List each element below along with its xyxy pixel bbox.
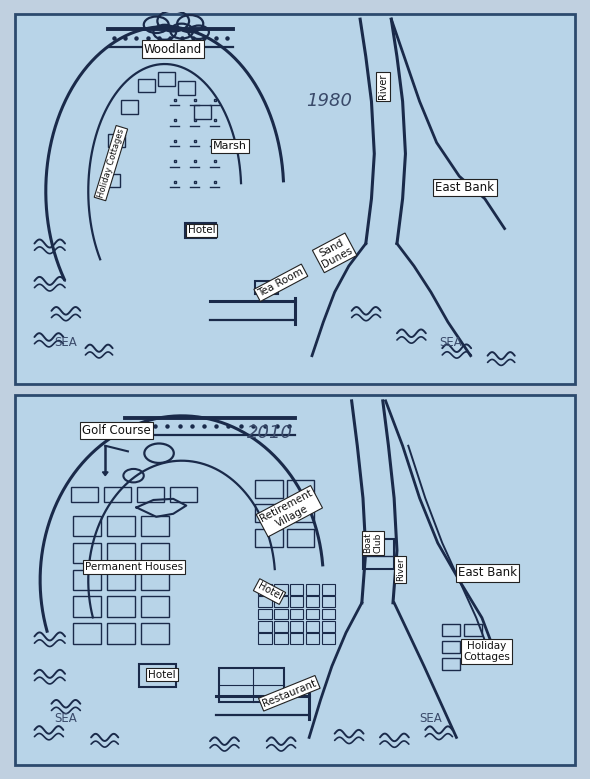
Bar [306, 584, 319, 594]
Bar [258, 597, 272, 607]
Bar [258, 633, 272, 644]
Bar [141, 516, 169, 536]
Text: Holiday
Cottages: Holiday Cottages [463, 640, 510, 662]
Bar [306, 621, 319, 632]
Bar [464, 641, 482, 654]
Bar [218, 668, 284, 702]
Text: SEA: SEA [440, 336, 462, 349]
Text: Sand
Dunes: Sand Dunes [315, 235, 355, 270]
Bar [107, 569, 135, 590]
Text: Tea Room: Tea Room [257, 266, 305, 299]
Polygon shape [103, 472, 108, 476]
Bar [158, 72, 175, 86]
Bar [141, 597, 169, 617]
Bar [194, 105, 211, 118]
Bar [255, 480, 283, 498]
Bar [185, 223, 216, 238]
Bar [103, 174, 120, 187]
Bar [141, 569, 169, 590]
Text: Holiday Cottages: Holiday Cottages [96, 128, 126, 199]
Bar [290, 621, 303, 632]
Text: Woodland: Woodland [144, 43, 202, 55]
Bar [73, 569, 101, 590]
Bar [306, 633, 319, 644]
Bar [290, 608, 303, 619]
Bar [71, 487, 99, 502]
Bar [442, 641, 460, 654]
Text: SEA: SEA [54, 712, 77, 725]
Bar [73, 597, 101, 617]
Text: Marsh: Marsh [213, 141, 247, 151]
Text: Golf Course: Golf Course [82, 425, 151, 437]
Text: SEA: SEA [419, 712, 442, 725]
Bar [322, 621, 335, 632]
Text: River: River [396, 557, 405, 581]
Bar [258, 621, 272, 632]
Bar [290, 597, 303, 607]
Bar [306, 608, 319, 619]
Bar [322, 584, 335, 594]
Bar [137, 487, 164, 502]
Text: East Bank: East Bank [435, 181, 494, 194]
Text: East Bank: East Bank [458, 566, 517, 580]
Bar [109, 133, 125, 147]
Bar [170, 487, 197, 502]
Bar [255, 529, 283, 547]
Bar [255, 281, 278, 294]
Bar [73, 623, 101, 644]
Bar [139, 664, 176, 687]
Bar [287, 529, 314, 547]
Bar [306, 597, 319, 607]
Bar [258, 608, 272, 619]
Text: Retirement
Village: Retirement Village [259, 488, 320, 534]
Bar [107, 597, 135, 617]
Bar [287, 480, 314, 498]
Text: Hotel: Hotel [188, 225, 215, 235]
Bar [287, 505, 314, 523]
Bar [107, 623, 135, 644]
Bar [73, 543, 101, 563]
Bar [322, 597, 335, 607]
Bar [363, 539, 394, 569]
Bar [290, 584, 303, 594]
Bar [141, 623, 169, 644]
Text: Boat
Club: Boat Club [363, 533, 383, 553]
Bar [274, 608, 288, 619]
Text: Permanent Houses: Permanent Houses [84, 562, 183, 573]
Bar [442, 625, 460, 636]
Bar [107, 543, 135, 563]
Text: SEA: SEA [54, 336, 77, 349]
Bar [107, 516, 135, 536]
Bar [322, 633, 335, 644]
Bar [178, 82, 195, 95]
Text: Hotel: Hotel [148, 670, 176, 679]
Bar [290, 633, 303, 644]
Bar [138, 79, 155, 93]
Bar [274, 597, 288, 607]
Bar [442, 658, 460, 670]
Text: 1980: 1980 [306, 93, 352, 111]
Bar [255, 505, 283, 523]
Bar [274, 633, 288, 644]
Text: Hotel: Hotel [255, 581, 283, 602]
Bar [258, 584, 272, 594]
Bar [120, 100, 137, 114]
Bar [274, 584, 288, 594]
Bar [322, 608, 335, 619]
Text: River: River [378, 74, 388, 99]
Text: Restaurant: Restaurant [261, 678, 317, 709]
Bar [104, 487, 132, 502]
Bar [274, 621, 288, 632]
Text: 2010: 2010 [247, 424, 293, 442]
Bar [141, 543, 169, 563]
Bar [73, 516, 101, 536]
Bar [464, 625, 482, 636]
